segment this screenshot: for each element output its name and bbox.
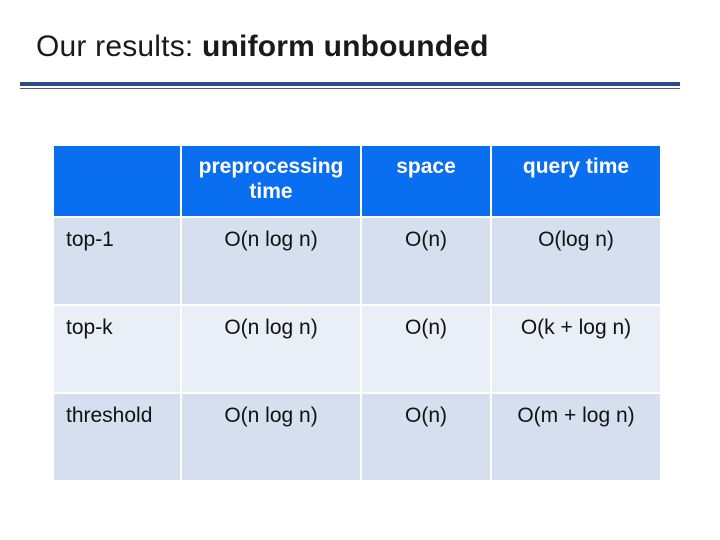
cell-space: O(n) (361, 305, 491, 393)
cell-preproc: O(n log n) (181, 305, 361, 393)
col-header-query: query time (491, 145, 661, 217)
title-prefix: Our results: (36, 30, 202, 63)
cell-space: O(n) (361, 393, 491, 481)
row-label: threshold (53, 393, 181, 481)
row-label: top-k (53, 305, 181, 393)
table-row: threshold O(n log n) O(n) O(m + log n) (53, 393, 661, 481)
title-divider (20, 82, 680, 89)
table-header-row: preprocessing time space query time (53, 145, 661, 217)
slide: Our results: uniform unbounded preproces… (0, 0, 720, 540)
col-header-preproc: preprocessing time (181, 145, 361, 217)
col-header-space: space (361, 145, 491, 217)
cell-space: O(n) (361, 217, 491, 305)
cell-query: O(log n) (491, 217, 661, 305)
cell-query: O(k + log n) (491, 305, 661, 393)
page-title: Our results: uniform unbounded (36, 30, 489, 64)
title-emphasis: uniform unbounded (202, 30, 489, 63)
cell-query: O(m + log n) (491, 393, 661, 481)
divider-thick (20, 82, 680, 86)
divider-thin (20, 88, 680, 89)
table-row: top-1 O(n log n) O(n) O(log n) (53, 217, 661, 305)
col-header-empty (53, 145, 181, 217)
table-row: top-k O(n log n) O(n) O(k + log n) (53, 305, 661, 393)
row-label: top-1 (53, 217, 181, 305)
cell-preproc: O(n log n) (181, 217, 361, 305)
cell-preproc: O(n log n) (181, 393, 361, 481)
complexity-table: preprocessing time space query time top-… (52, 144, 662, 482)
